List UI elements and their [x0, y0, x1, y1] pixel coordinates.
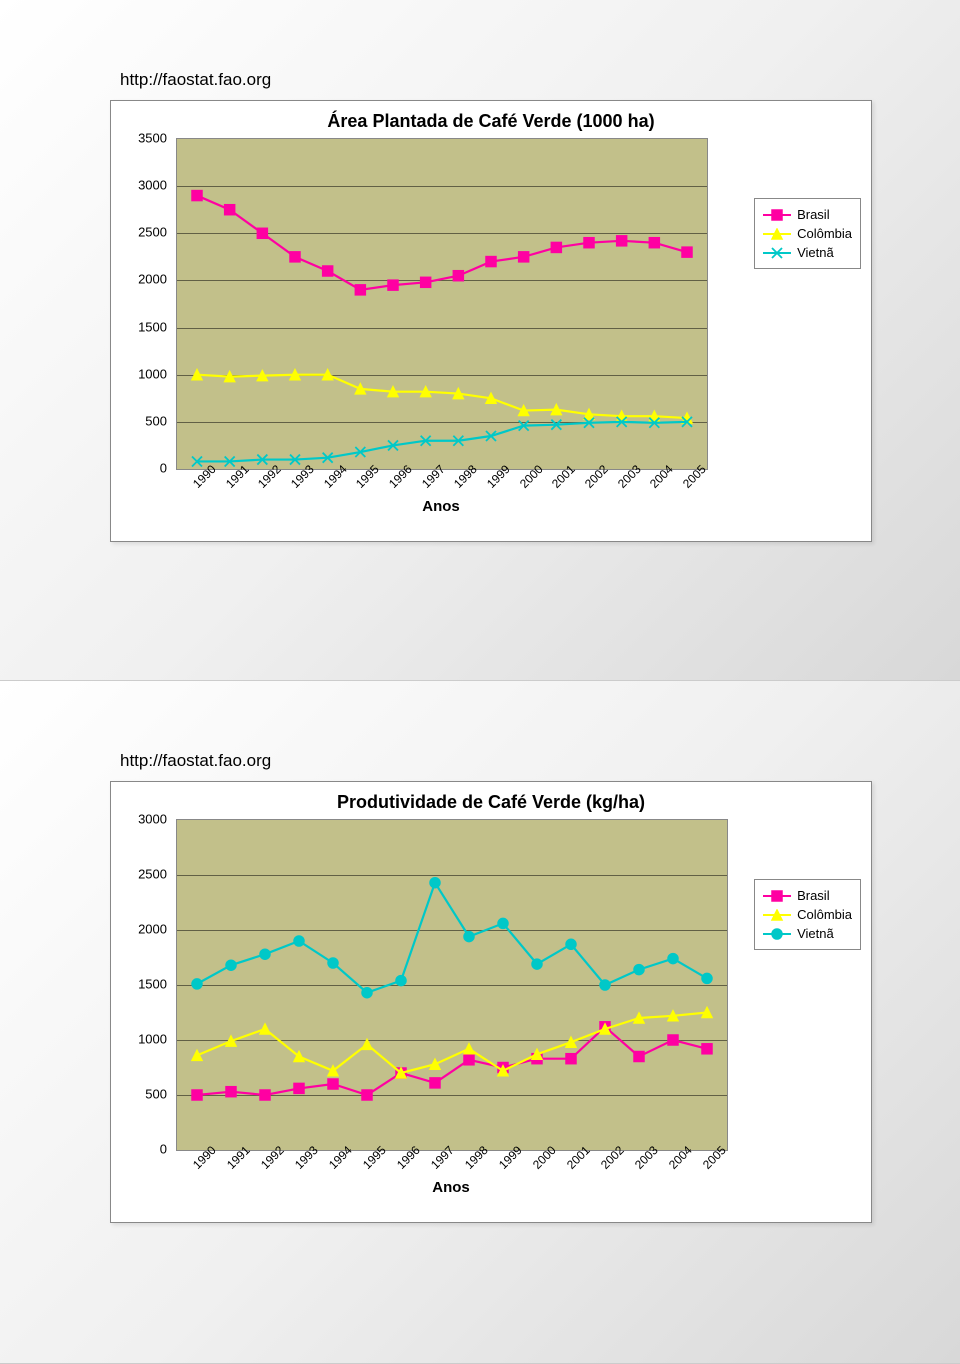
y-tick-label: 3500 [121, 131, 167, 146]
y-tick-label: 500 [121, 413, 167, 428]
chart-title: Área Plantada de Café Verde (1000 ha) [111, 101, 871, 138]
y-tick-label: 2000 [121, 272, 167, 287]
x-axis-label: Anos [176, 1179, 726, 1196]
y-tick-label: 2000 [121, 922, 167, 937]
y-tick-label: 1000 [121, 1032, 167, 1047]
y-tick-label: 3000 [121, 812, 167, 827]
legend-label: Brasil [797, 888, 830, 903]
chart-title: Produtividade de Café Verde (kg/ha) [111, 782, 871, 819]
legend-label: Vietnã [797, 926, 834, 941]
y-axis: 050010001500200025003000 [121, 819, 171, 1149]
plot-area [176, 819, 728, 1151]
source-label: http://faostat.fao.org [120, 751, 271, 771]
y-tick-label: 2500 [121, 867, 167, 882]
legend-item: Colômbia [763, 905, 852, 924]
y-tick-label: 1500 [121, 319, 167, 334]
slide-produtividade: http://faostat.fao.org Produtividade de … [0, 681, 960, 1364]
legend-item: Brasil [763, 205, 852, 224]
legend-swatch [763, 228, 791, 240]
y-tick-label: 1000 [121, 366, 167, 381]
legend-label: Brasil [797, 207, 830, 222]
legend-item: Vietnã [763, 924, 852, 943]
y-tick-label: 3000 [121, 178, 167, 193]
legend-label: Vietnã [797, 245, 834, 260]
plot-area [176, 138, 708, 470]
y-tick-label: 2500 [121, 225, 167, 240]
chart-produtividade: Produtividade de Café Verde (kg/ha) 0 500… [110, 781, 872, 1223]
y-tick-label: 1500 [121, 977, 167, 992]
chart-area-plantada: Área Plantada de Café Verde (1000 ha) 0 5… [110, 100, 872, 542]
legend-item: Brasil [763, 886, 852, 905]
legend: Brasil Colômbia Vietnã [754, 198, 861, 269]
source-label: http://faostat.fao.org [120, 70, 271, 90]
legend-label: Colômbia [797, 907, 852, 922]
legend-swatch [763, 247, 791, 259]
plot-wrap: 050010001500200025003000 BrasilColômbiaV… [121, 819, 861, 1199]
legend-swatch [763, 890, 791, 902]
legend-swatch [763, 909, 791, 921]
legend-swatch [763, 209, 791, 221]
legend-item: Vietnã [763, 243, 852, 262]
slide-area-plantada: http://faostat.fao.org Área Plantada de … [0, 0, 960, 681]
legend-label: Colômbia [797, 226, 852, 241]
y-axis: 0500100015002000250030003500 [121, 138, 171, 468]
legend-item: Colômbia [763, 224, 852, 243]
y-tick-label: 0 [121, 461, 167, 476]
legend: Brasil Colômbia Vietnã [754, 879, 861, 950]
y-tick-label: 500 [121, 1087, 167, 1102]
legend-swatch [763, 928, 791, 940]
y-tick-label: 0 [121, 1142, 167, 1157]
plot-wrap: 0500100015002000250030003500 BrasilColôm… [121, 138, 861, 518]
x-axis-label: Anos [176, 498, 706, 515]
